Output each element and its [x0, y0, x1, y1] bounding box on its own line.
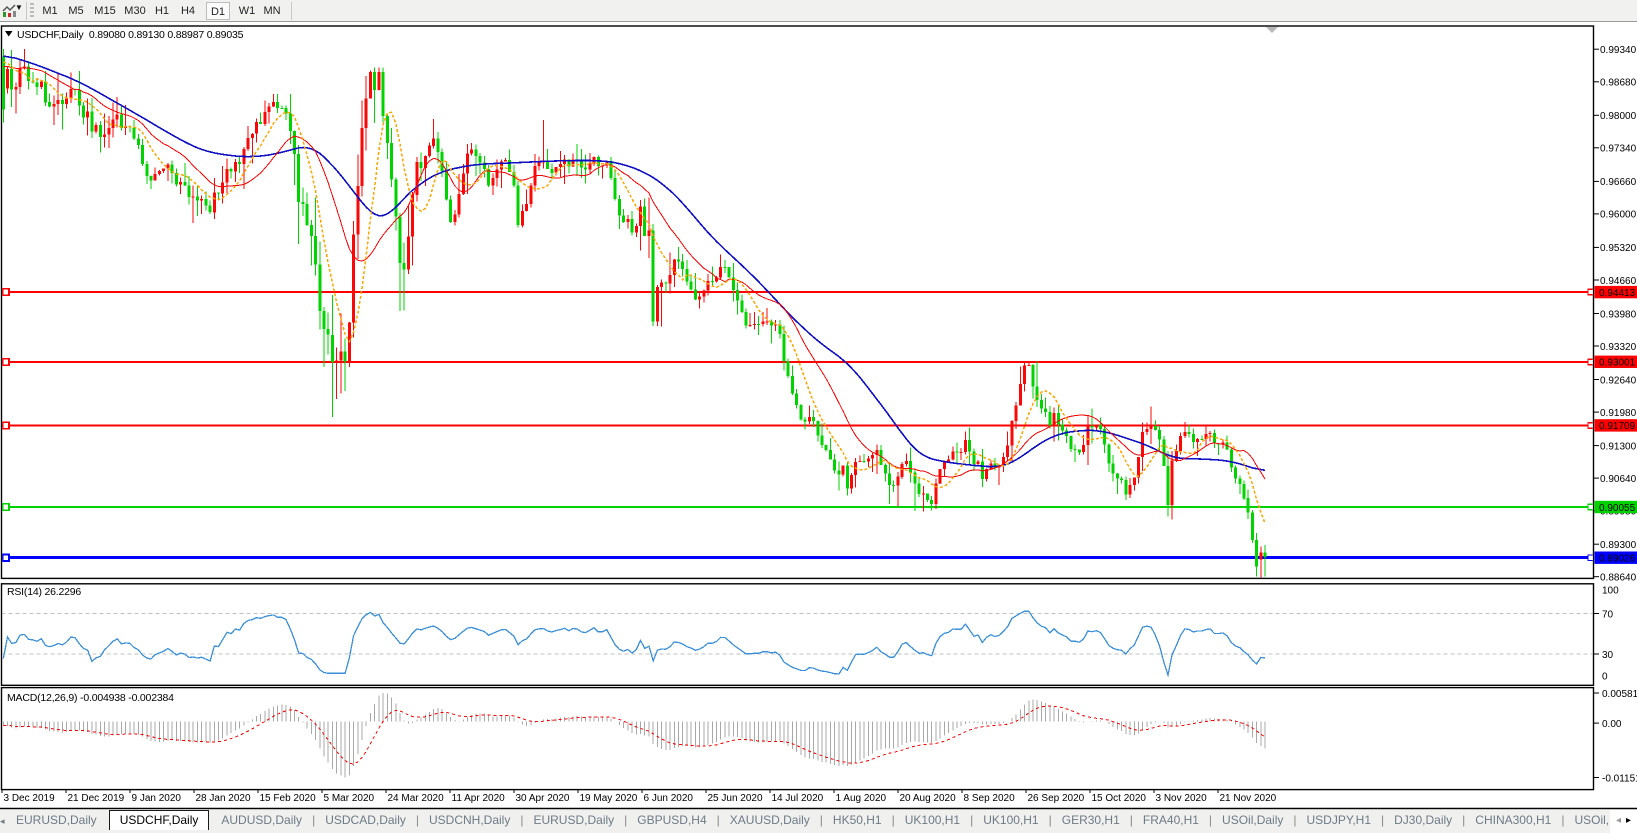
svg-text:6 Jun 2020: 6 Jun 2020 — [644, 793, 694, 804]
svg-text:RSI(14) 26.2296: RSI(14) 26.2296 — [7, 586, 81, 598]
svg-text:9 Jan 2020: 9 Jan 2020 — [132, 793, 182, 804]
svg-text:0.005818: 0.005818 — [1602, 689, 1637, 700]
svg-text:0.91709: 0.91709 — [1599, 421, 1636, 432]
svg-text:0.90055: 0.90055 — [1599, 503, 1636, 514]
svg-text:0.91300: 0.91300 — [1600, 441, 1637, 452]
svg-text:-0.011514: -0.011514 — [1602, 774, 1637, 785]
svg-text:30: 30 — [1602, 650, 1614, 661]
svg-text:MACD(12,26,9) -0.004938 -0.002: MACD(12,26,9) -0.004938 -0.002384 — [7, 692, 174, 704]
svg-text:3 Dec 2019: 3 Dec 2019 — [4, 793, 56, 804]
svg-text:3 Nov 2020: 3 Nov 2020 — [1156, 793, 1208, 804]
svg-text:24 Mar 2020: 24 Mar 2020 — [388, 793, 445, 804]
svg-text:5 Mar 2020: 5 Mar 2020 — [324, 793, 375, 804]
svg-text:21 Nov 2020: 21 Nov 2020 — [1220, 793, 1277, 804]
svg-text:0.98000: 0.98000 — [1600, 111, 1637, 122]
svg-text:8 Sep 2020: 8 Sep 2020 — [964, 793, 1016, 804]
svg-text:28 Jan 2020: 28 Jan 2020 — [196, 793, 251, 804]
svg-text:0.94413: 0.94413 — [1599, 288, 1636, 299]
svg-text:30 Apr 2020: 30 Apr 2020 — [516, 793, 570, 804]
svg-text:26 Sep 2020: 26 Sep 2020 — [1028, 793, 1085, 804]
svg-text:20 Aug 2020: 20 Aug 2020 — [900, 793, 957, 804]
svg-text:1 Aug 2020: 1 Aug 2020 — [836, 793, 887, 804]
svg-text:14 Jul 2020: 14 Jul 2020 — [772, 793, 824, 804]
svg-text:19 May 2020: 19 May 2020 — [580, 793, 638, 804]
svg-text:0.00: 0.00 — [1602, 719, 1622, 730]
svg-text:0.98680: 0.98680 — [1600, 78, 1637, 89]
svg-text:70: 70 — [1602, 610, 1614, 621]
svg-text:0.93320: 0.93320 — [1600, 342, 1637, 353]
svg-text:15 Oct 2020: 15 Oct 2020 — [1092, 793, 1147, 804]
svg-text:21 Dec 2019: 21 Dec 2019 — [68, 793, 125, 804]
svg-text:0.97340: 0.97340 — [1600, 144, 1637, 155]
svg-text:0.92640: 0.92640 — [1600, 375, 1637, 386]
svg-text:25 Jun 2020: 25 Jun 2020 — [708, 793, 763, 804]
svg-text:0.90640: 0.90640 — [1600, 474, 1637, 485]
svg-text:15 Feb 2020: 15 Feb 2020 — [260, 793, 317, 804]
svg-text:0.89026: 0.89026 — [1599, 554, 1636, 565]
svg-text:0.93001: 0.93001 — [1599, 358, 1636, 369]
svg-text:0.96000: 0.96000 — [1600, 210, 1637, 221]
svg-text:0: 0 — [1602, 671, 1608, 682]
svg-text:0.93980: 0.93980 — [1600, 309, 1637, 320]
svg-text:0.95320: 0.95320 — [1600, 243, 1637, 254]
svg-text:0.99340: 0.99340 — [1600, 45, 1637, 56]
svg-text:0.91980: 0.91980 — [1600, 408, 1637, 419]
svg-text:0.94660: 0.94660 — [1600, 276, 1637, 287]
svg-text:0.96660: 0.96660 — [1600, 177, 1637, 188]
svg-text:11 Apr 2020: 11 Apr 2020 — [452, 793, 506, 804]
svg-text:USDCHF,Daily 0.89080 0.89130: USDCHF,Daily 0.89080 0.89130 0.88987 0.8… — [17, 29, 244, 41]
svg-text:0.88640: 0.88640 — [1600, 573, 1637, 584]
svg-text:100: 100 — [1602, 586, 1619, 597]
svg-text:0.89300: 0.89300 — [1600, 540, 1637, 551]
